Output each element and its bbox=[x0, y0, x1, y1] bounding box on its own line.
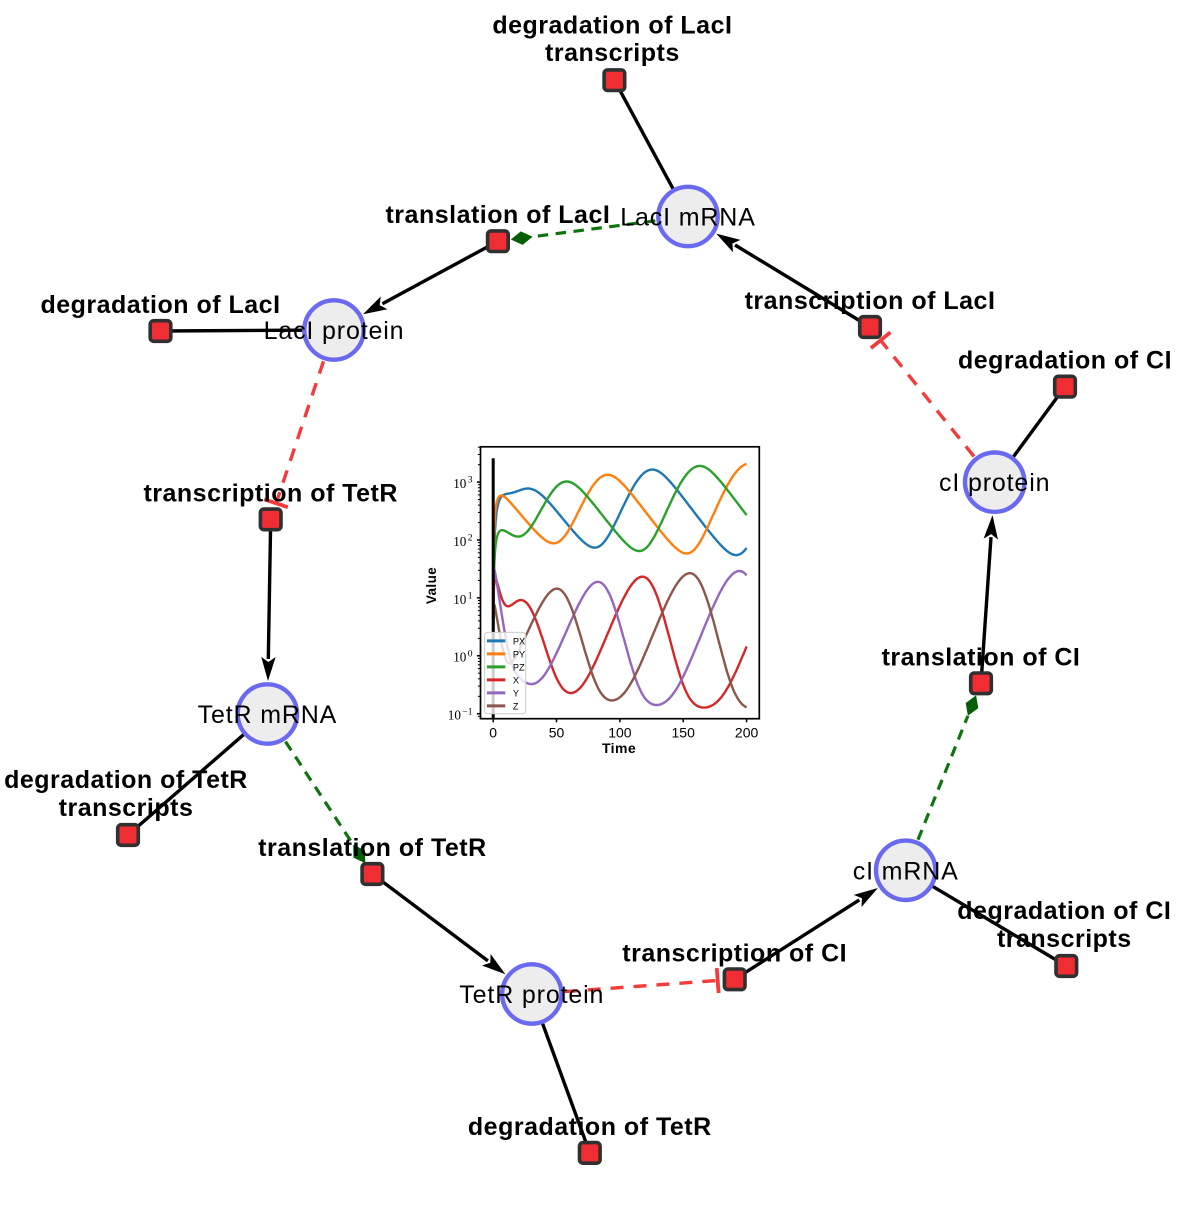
svg-text:transcripts: transcripts bbox=[997, 925, 1132, 953]
svg-text:103: 103 bbox=[453, 475, 472, 491]
svg-text:LacI mRNA: LacI mRNA bbox=[620, 204, 755, 232]
svg-text:10−1: 10−1 bbox=[448, 706, 473, 722]
svg-text:cI mRNA: cI mRNA bbox=[853, 857, 959, 885]
svg-text:Z: Z bbox=[513, 701, 519, 711]
svg-text:degradation of LacI: degradation of LacI bbox=[492, 11, 732, 39]
svg-text:Y: Y bbox=[513, 688, 519, 698]
svg-text:TetR protein: TetR protein bbox=[459, 981, 604, 1009]
svg-text:transcripts: transcripts bbox=[545, 39, 680, 67]
svg-text:degradation of CI: degradation of CI bbox=[957, 897, 1171, 925]
svg-text:102: 102 bbox=[453, 533, 472, 549]
svg-text:degradation of TetR: degradation of TetR bbox=[4, 766, 248, 794]
svg-text:translation of CI: translation of CI bbox=[882, 643, 1081, 671]
svg-text:LacI protein: LacI protein bbox=[264, 317, 405, 345]
svg-text:translation of TetR: translation of TetR bbox=[258, 834, 486, 862]
svg-text:degradation of TetR: degradation of TetR bbox=[468, 1113, 712, 1141]
svg-text:degradation of CI: degradation of CI bbox=[958, 347, 1172, 375]
svg-text:TetR mRNA: TetR mRNA bbox=[198, 701, 338, 729]
svg-text:Value: Value bbox=[424, 567, 439, 604]
svg-text:transcripts: transcripts bbox=[59, 794, 194, 822]
svg-text:transcription of TetR: transcription of TetR bbox=[143, 479, 397, 507]
svg-text:150: 150 bbox=[672, 725, 696, 741]
svg-text:101: 101 bbox=[453, 591, 472, 607]
svg-text:PX: PX bbox=[513, 636, 525, 646]
svg-text:X: X bbox=[513, 675, 519, 685]
svg-text:50: 50 bbox=[549, 725, 565, 741]
svg-text:transcription of CI: transcription of CI bbox=[622, 939, 847, 967]
svg-text:100: 100 bbox=[608, 725, 632, 741]
svg-text:100: 100 bbox=[453, 648, 472, 664]
svg-text:cI protein: cI protein bbox=[939, 469, 1050, 497]
svg-text:PY: PY bbox=[513, 649, 525, 659]
svg-text:degradation of LacI: degradation of LacI bbox=[40, 291, 280, 319]
svg-text:PZ: PZ bbox=[513, 662, 525, 672]
svg-text:translation of LacI: translation of LacI bbox=[385, 201, 610, 229]
svg-text:Time: Time bbox=[602, 740, 636, 756]
svg-text:200: 200 bbox=[735, 725, 759, 741]
svg-text:transcription of LacI: transcription of LacI bbox=[745, 287, 996, 315]
svg-text:0: 0 bbox=[489, 725, 497, 741]
